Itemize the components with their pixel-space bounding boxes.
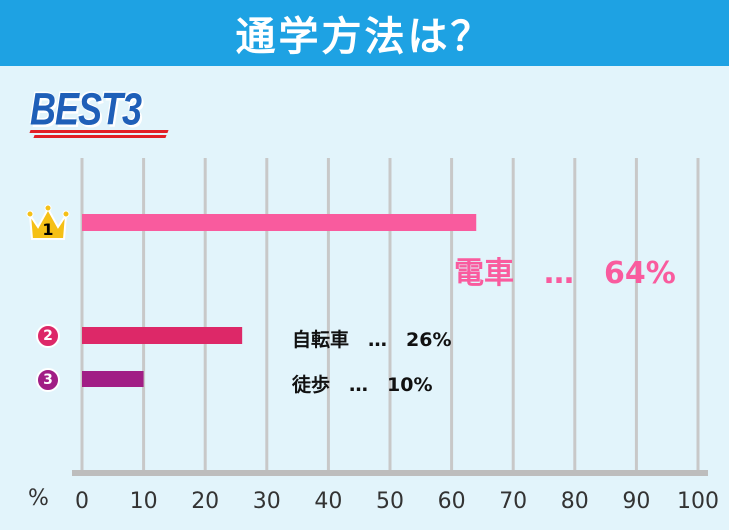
rank-1-number: 1 <box>42 220 54 239</box>
x-tick-label: 50 <box>376 489 404 514</box>
x-tick-label: 40 <box>314 489 342 514</box>
data-label-walk: 徒歩 … 10% <box>292 374 433 396</box>
bar-1 <box>82 214 477 231</box>
best3-label: BEST3 <box>30 83 142 135</box>
rank-2-number: 2 <box>43 328 53 344</box>
data-label-train: 電車 … 64% <box>454 256 676 291</box>
x-tick-label: 100 <box>677 489 719 514</box>
x-axis-line <box>72 470 708 476</box>
crown-icon: 1 <box>26 203 70 243</box>
x-tick-label: 30 <box>253 489 281 514</box>
x-tick-label: 0 <box>75 489 89 514</box>
x-tick-label: 20 <box>191 489 219 514</box>
best3-badge: BEST3 <box>29 83 175 149</box>
bar-3 <box>82 371 144 387</box>
x-tick-label: 80 <box>561 489 589 514</box>
bar-2 <box>82 327 243 344</box>
rank-2-badge: 2 <box>36 324 60 348</box>
rank-3-number: 3 <box>43 372 53 388</box>
page-title: 通学方法は？ <box>235 14 494 60</box>
rank-3-badge: 3 <box>36 368 60 392</box>
x-tick-label: 60 <box>438 489 466 514</box>
x-tick-label: 70 <box>499 489 527 514</box>
header-bar: 通学方法は？ <box>0 0 729 66</box>
data-label-bicycle: 自転車 … 26% <box>292 329 452 351</box>
x-tick-label: 10 <box>130 489 158 514</box>
x-tick-label: 90 <box>622 489 650 514</box>
x-axis-unit-label: % <box>28 486 49 511</box>
